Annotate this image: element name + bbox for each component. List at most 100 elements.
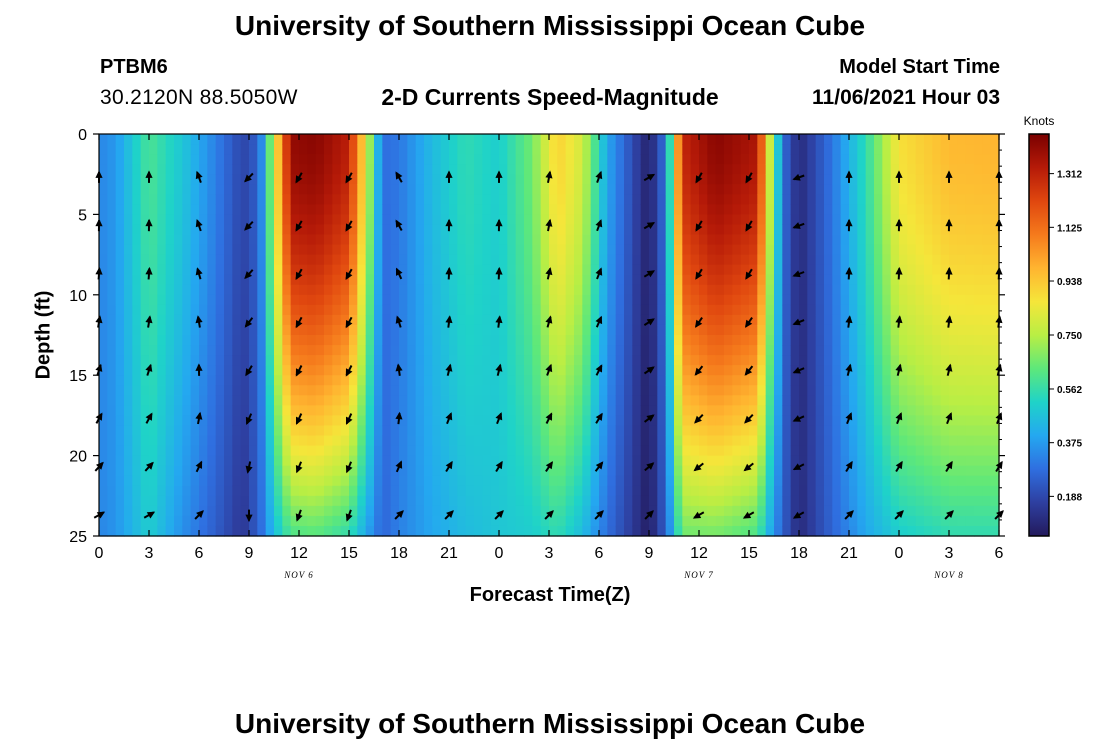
heatmap-cell — [157, 324, 167, 336]
heatmap-cell — [957, 355, 967, 366]
heatmap-cell — [582, 184, 592, 195]
heatmap-cell — [740, 254, 750, 266]
heatmap-cell — [315, 455, 325, 467]
heatmap-cell — [774, 465, 783, 477]
heatmap-cell — [699, 525, 708, 537]
heatmap-cell — [382, 324, 392, 336]
heatmap-cell — [865, 385, 875, 396]
heatmap-cell — [832, 224, 842, 236]
heatmap-cell — [382, 284, 392, 296]
heatmap-cell — [507, 355, 517, 366]
current-arrow — [895, 460, 903, 473]
heatmap-cell — [149, 405, 158, 416]
heatmap-cell — [157, 244, 167, 256]
heatmap-cell — [199, 314, 208, 326]
heatmap-cell — [399, 465, 408, 477]
heatmap-cell — [149, 244, 158, 256]
heatmap-cell — [357, 274, 367, 286]
heatmap-cell — [374, 134, 383, 145]
heatmap-cell — [782, 505, 792, 517]
heatmap-cell — [624, 365, 633, 376]
heatmap-cell — [532, 395, 542, 406]
heatmap-cell — [532, 284, 542, 296]
heatmap-cell — [257, 335, 267, 346]
heatmap-cell — [190, 314, 200, 326]
heatmap-cell — [157, 355, 167, 366]
heatmap-cell — [665, 314, 675, 326]
heatmap-cell — [265, 174, 275, 185]
heatmap-cell — [565, 294, 575, 306]
heatmap-cell — [249, 455, 258, 467]
date-label: NOV 8 — [933, 570, 964, 580]
heatmap-cell — [549, 234, 558, 246]
heatmap-cell — [965, 475, 975, 487]
heatmap-cell — [840, 455, 850, 467]
heatmap-cell — [465, 485, 475, 497]
heatmap-cell — [474, 395, 483, 406]
current-arrow — [595, 219, 603, 232]
heatmap-cell — [340, 455, 350, 467]
heatmap-cell — [824, 485, 833, 497]
heatmap-cell — [665, 134, 675, 145]
heatmap-cell — [882, 515, 892, 527]
heatmap-cell — [374, 365, 383, 376]
heatmap-cell — [399, 445, 408, 457]
heatmap-cell — [574, 284, 583, 296]
heatmap-cell — [215, 184, 225, 195]
heatmap-cell — [107, 475, 117, 487]
heatmap-cell — [524, 154, 533, 165]
heatmap-cell — [940, 335, 950, 346]
heatmap-cell — [857, 365, 867, 376]
heatmap-cell — [665, 244, 675, 256]
heatmap-cell — [440, 244, 450, 256]
heatmap-cell — [107, 144, 117, 155]
heatmap-cell — [207, 385, 217, 396]
heatmap-cell — [907, 274, 917, 286]
heatmap-cell — [924, 405, 933, 416]
heatmap-cell — [299, 465, 308, 477]
heatmap-cell — [399, 435, 408, 447]
heatmap-cell — [624, 515, 633, 527]
heatmap-cell — [365, 485, 375, 497]
heatmap-cell — [699, 164, 708, 175]
heatmap-cell — [324, 314, 333, 326]
heatmap-cell — [374, 495, 383, 507]
heatmap-cell — [732, 385, 742, 396]
heatmap-cell — [357, 425, 367, 437]
heatmap-cell — [990, 385, 1000, 396]
heatmap-cell — [715, 204, 725, 215]
heatmap-cell — [290, 525, 300, 537]
heatmap-cell — [232, 345, 242, 356]
heatmap-cell — [690, 204, 700, 215]
heatmap-cell — [624, 134, 633, 145]
heatmap-cell — [732, 204, 742, 215]
heatmap-cell — [415, 435, 425, 447]
heatmap-cell — [165, 435, 175, 447]
heatmap-cell — [765, 415, 775, 427]
heatmap-cell — [99, 174, 108, 185]
heatmap-cell — [774, 164, 783, 175]
heatmap-cell — [782, 234, 792, 246]
heatmap-cell — [799, 365, 808, 376]
heatmap-cell — [157, 184, 167, 195]
heatmap-cell — [724, 294, 733, 306]
heatmap-cell — [774, 304, 783, 316]
heatmap-cell — [924, 385, 933, 396]
heatmap-cell — [207, 134, 217, 145]
heatmap-cell — [924, 134, 933, 145]
heatmap-cell — [482, 174, 492, 185]
heatmap-cell — [940, 455, 950, 467]
heatmap — [99, 134, 1000, 537]
heatmap-cell — [215, 355, 225, 366]
current-arrow — [995, 218, 1003, 232]
current-arrow — [95, 412, 103, 424]
heatmap-cell — [690, 505, 700, 517]
heatmap-cell — [882, 224, 892, 236]
heatmap-cell — [874, 515, 883, 527]
heatmap-cell — [332, 425, 342, 437]
heatmap-cell — [524, 314, 533, 326]
heatmap-cell — [515, 294, 525, 306]
heatmap-cell — [599, 335, 608, 346]
heatmap-cell — [374, 505, 383, 517]
heatmap-cell — [857, 144, 867, 155]
